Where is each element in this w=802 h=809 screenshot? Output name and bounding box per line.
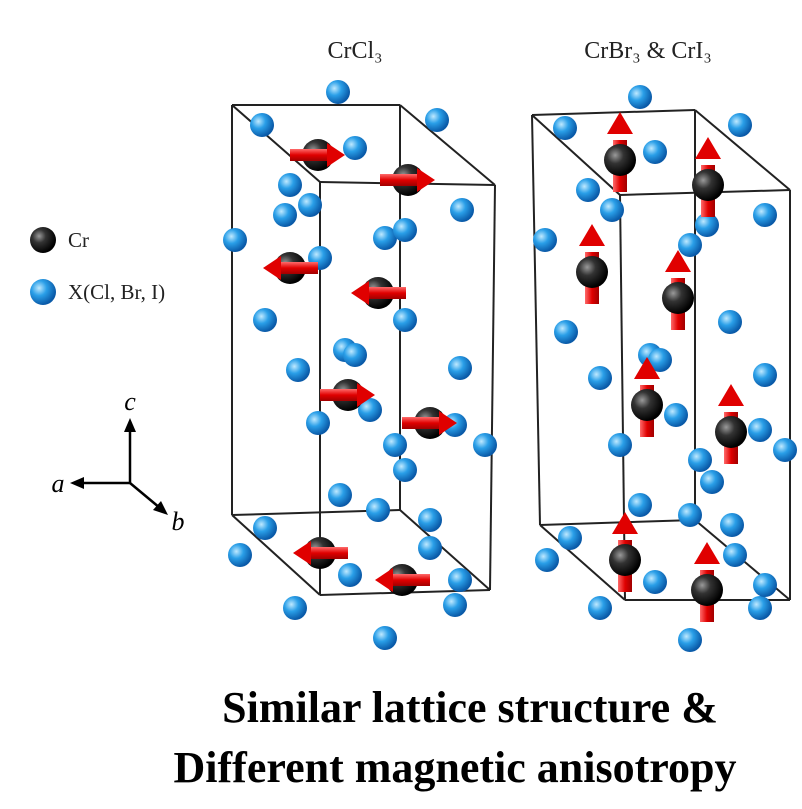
halide-atom — [328, 483, 352, 507]
cr-atom — [691, 574, 723, 606]
halide-atom — [553, 116, 577, 140]
axis-b: b — [172, 507, 185, 536]
halide-atom — [393, 218, 417, 242]
cr-atom — [662, 282, 694, 314]
halide-atom — [298, 193, 322, 217]
halide-atom — [753, 573, 777, 597]
halide-atom — [393, 458, 417, 482]
spin-shaft — [277, 262, 318, 274]
spin-shaft — [402, 417, 443, 429]
halide-atom — [554, 320, 578, 344]
diagram: CrCl₃ CrBr₃ & CrI₃ Cr X(Cl, Br, I) c a b… — [0, 0, 802, 809]
cr-atom — [609, 544, 641, 576]
halide-atom — [728, 113, 752, 137]
cr-atom — [631, 389, 663, 421]
halide-atom — [535, 548, 559, 572]
halide-atom — [773, 438, 797, 462]
halide-atom — [688, 448, 712, 472]
left-title: CrCl₃ — [327, 38, 382, 64]
halide-atom — [373, 626, 397, 650]
halide-atom — [223, 228, 247, 252]
halide-atom — [306, 411, 330, 435]
legend-x-icon — [30, 279, 56, 305]
halide-atom — [250, 113, 274, 137]
halide-atom — [576, 178, 600, 202]
caption-line2: Different magnetic anisotropy — [174, 743, 737, 792]
halide-atom — [723, 543, 747, 567]
halide-atom — [664, 403, 688, 427]
halide-atom — [418, 536, 442, 560]
halide-atom — [448, 356, 472, 380]
halide-atom — [588, 366, 612, 390]
halide-atom — [628, 493, 652, 517]
halide-atom — [473, 433, 497, 457]
halide-atom — [326, 80, 350, 104]
halide-atom — [286, 358, 310, 382]
halide-atom — [753, 363, 777, 387]
halide-atom — [558, 526, 582, 550]
spin-shaft — [320, 389, 361, 401]
halide-atom — [753, 203, 777, 227]
halide-atom — [678, 503, 702, 527]
halide-atom — [748, 418, 772, 442]
halide-atom — [278, 173, 302, 197]
halide-atom — [343, 136, 367, 160]
spin-shaft — [290, 149, 331, 161]
halide-atom — [600, 198, 624, 222]
cr-atom — [604, 144, 636, 176]
halide-atom — [253, 516, 277, 540]
spin-shaft — [307, 547, 348, 559]
halide-atom — [418, 508, 442, 532]
cr-atom — [715, 416, 747, 448]
legend-cr: Cr — [68, 228, 89, 252]
halide-atom — [366, 498, 390, 522]
caption-line1: Similar lattice structure & — [222, 683, 718, 732]
axis-c: c — [124, 387, 136, 416]
legend-cr-icon — [30, 227, 56, 253]
halide-atom — [643, 570, 667, 594]
spin-shaft — [365, 287, 406, 299]
halide-atom — [720, 513, 744, 537]
halide-atom — [678, 233, 702, 257]
halide-atom — [628, 85, 652, 109]
halide-atom — [338, 563, 362, 587]
halide-atom — [425, 108, 449, 132]
halide-atom — [700, 470, 724, 494]
halide-atom — [228, 543, 252, 567]
halide-atom — [448, 568, 472, 592]
cr-atom — [576, 256, 608, 288]
right-title: CrBr₃ & CrI₃ — [584, 38, 711, 64]
halide-atom — [393, 308, 417, 332]
halide-atom — [273, 203, 297, 227]
halide-atom — [343, 343, 367, 367]
halide-atom — [748, 596, 772, 620]
axis-a: a — [52, 469, 65, 498]
halide-atom — [608, 433, 632, 457]
cr-atom — [692, 169, 724, 201]
halide-atom — [283, 596, 307, 620]
halide-atom — [383, 433, 407, 457]
legend-x: X(Cl, Br, I) — [68, 280, 165, 304]
halide-atom — [533, 228, 557, 252]
spin-shaft — [380, 174, 421, 186]
halide-atom — [450, 198, 474, 222]
halide-atom — [718, 310, 742, 334]
halide-atom — [253, 308, 277, 332]
halide-atom — [588, 596, 612, 620]
spin-shaft — [389, 574, 430, 586]
halide-atom — [678, 628, 702, 652]
halide-atom — [443, 593, 467, 617]
halide-atom — [643, 140, 667, 164]
